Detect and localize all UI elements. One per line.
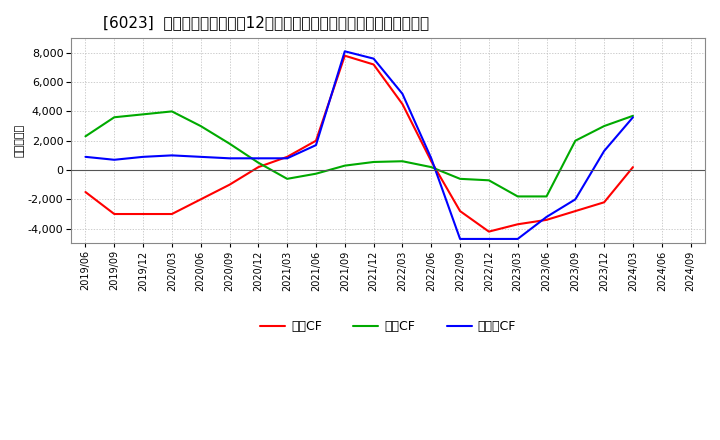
フリーCF (110, 157, 119, 162)
フリーCF (197, 154, 205, 159)
Y-axis label: （百万円）: （百万円） (15, 124, 25, 157)
営業CF (168, 211, 176, 216)
フリーCF (225, 156, 234, 161)
営業CF (312, 138, 320, 143)
フリーCF (139, 154, 148, 159)
フリーCF (456, 236, 464, 242)
営業CF (225, 182, 234, 187)
営業CF (197, 197, 205, 202)
Line: 営業CF: 営業CF (86, 56, 633, 231)
営業CF (513, 222, 522, 227)
投資CF (571, 138, 580, 143)
フリーCF (571, 197, 580, 202)
投資CF (398, 158, 407, 164)
投資CF (369, 159, 378, 165)
営業CF (600, 200, 608, 205)
フリーCF (254, 156, 263, 161)
営業CF (571, 209, 580, 214)
営業CF (629, 165, 637, 170)
投資CF (456, 176, 464, 181)
投資CF (542, 194, 551, 199)
フリーCF (369, 56, 378, 61)
フリーCF (398, 91, 407, 96)
営業CF (254, 165, 263, 170)
Line: 投資CF: 投資CF (86, 111, 633, 196)
投資CF (197, 124, 205, 129)
投資CF (629, 113, 637, 118)
投資CF (225, 141, 234, 146)
フリーCF (427, 156, 436, 161)
投資CF (254, 160, 263, 165)
フリーCF (341, 49, 349, 54)
投資CF (168, 109, 176, 114)
営業CF (485, 229, 493, 234)
Line: フリーCF: フリーCF (86, 51, 633, 239)
投資CF (485, 178, 493, 183)
投資CF (312, 171, 320, 176)
投資CF (341, 163, 349, 168)
営業CF (283, 154, 292, 159)
投資CF (139, 112, 148, 117)
投資CF (110, 115, 119, 120)
フリーCF (81, 154, 90, 159)
フリーCF (283, 156, 292, 161)
投資CF (600, 124, 608, 129)
営業CF (542, 217, 551, 223)
営業CF (427, 158, 436, 164)
フリーCF (168, 153, 176, 158)
投資CF (81, 134, 90, 139)
営業CF (369, 62, 378, 67)
投資CF (427, 165, 436, 170)
営業CF (110, 211, 119, 216)
フリーCF (513, 236, 522, 242)
フリーCF (485, 236, 493, 242)
フリーCF (542, 214, 551, 220)
フリーCF (600, 148, 608, 154)
営業CF (456, 209, 464, 214)
投資CF (283, 176, 292, 181)
営業CF (398, 102, 407, 107)
フリーCF (629, 115, 637, 120)
Text: [6023]  キャッシュフローの12か月移動合計の対前年同期増減額の推移: [6023] キャッシュフローの12か月移動合計の対前年同期増減額の推移 (103, 15, 429, 30)
営業CF (139, 211, 148, 216)
営業CF (341, 53, 349, 59)
投資CF (513, 194, 522, 199)
営業CF (81, 189, 90, 194)
Legend: 営業CF, 投資CF, フリーCF: 営業CF, 投資CF, フリーCF (255, 315, 521, 338)
フリーCF (312, 143, 320, 148)
